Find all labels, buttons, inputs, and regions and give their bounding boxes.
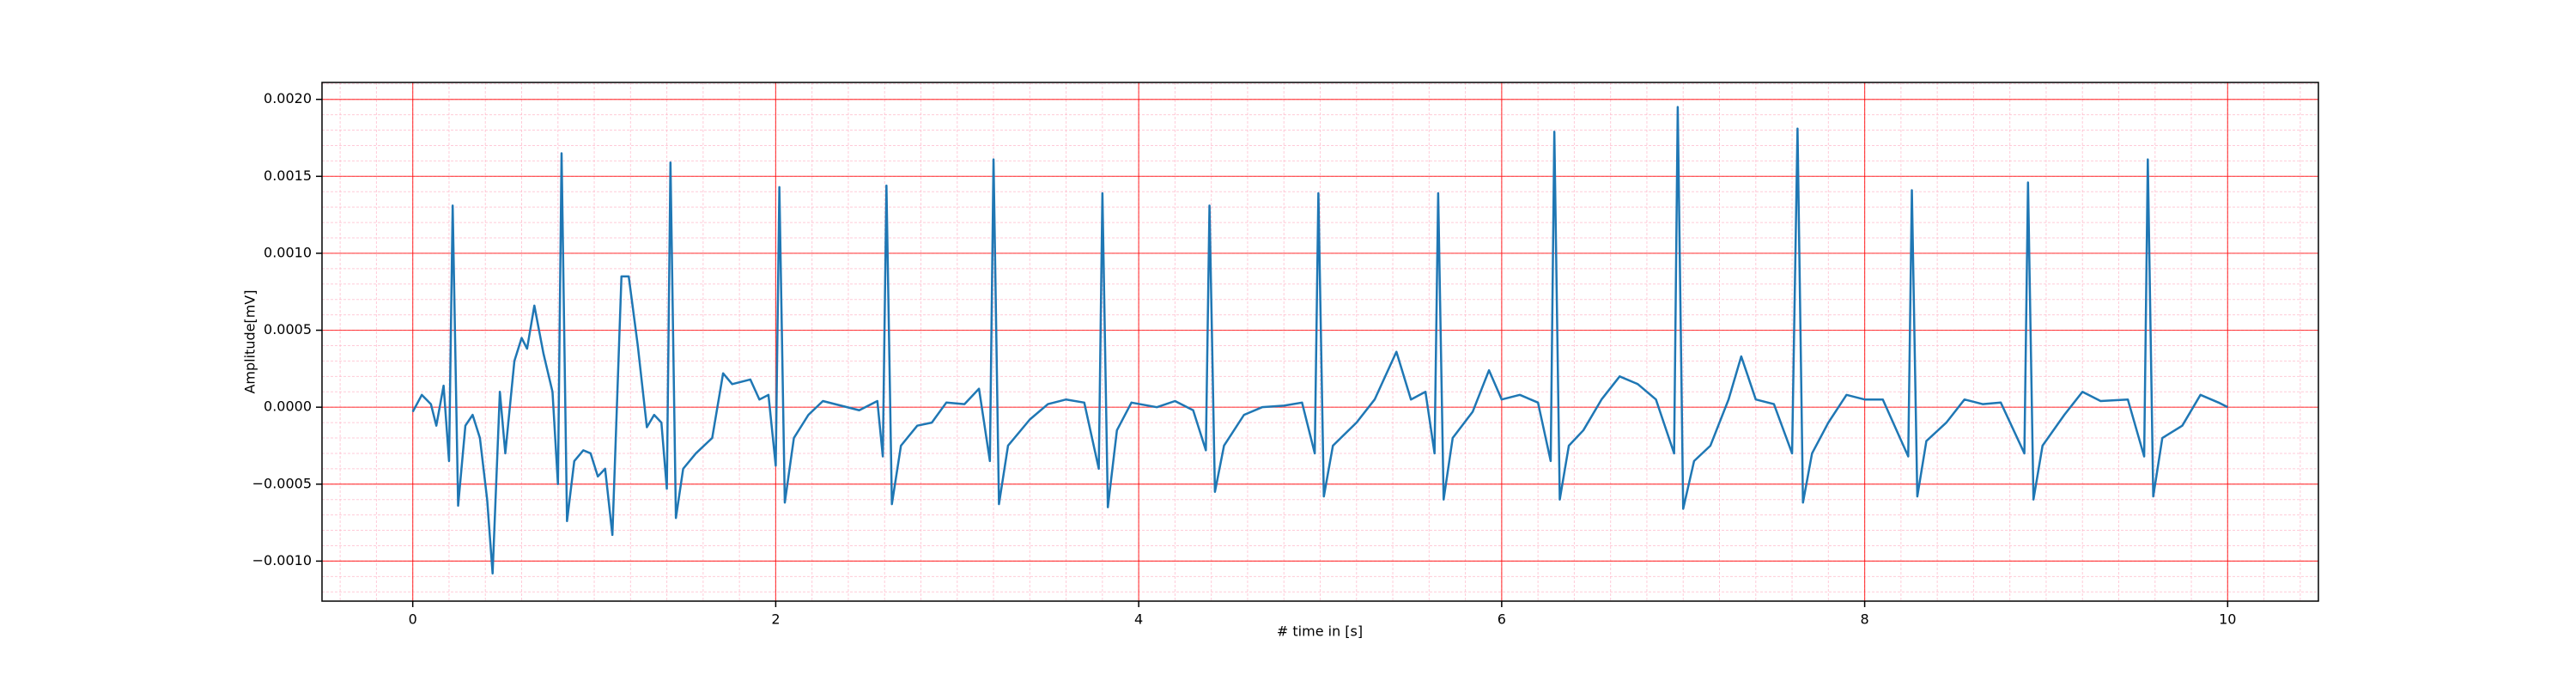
x-tick-label: 4 — [1134, 611, 1143, 628]
y-tick-label: 0.0020 — [264, 90, 312, 106]
x-tick-label: 10 — [2219, 611, 2236, 628]
y-tick-label: 0.0000 — [264, 398, 312, 415]
y-tick-label: −0.0005 — [252, 475, 312, 491]
x-tick-label: 6 — [1498, 611, 1506, 628]
x-tick-label: 0 — [409, 611, 417, 628]
x-axis-label: # time in [s] — [1277, 623, 1363, 640]
y-tick-label: −0.0010 — [252, 552, 312, 568]
y-tick-label: 0.0010 — [264, 244, 312, 260]
series-line — [411, 106, 2228, 575]
plot-frame — [321, 82, 2319, 602]
x-tick-label: 8 — [1860, 611, 1868, 628]
y-axis-label: Amplitude[mV] — [242, 289, 258, 393]
x-tick-label: 2 — [771, 611, 780, 628]
y-tick-label: 0.0015 — [264, 167, 312, 184]
y-tick-label: 0.0005 — [264, 321, 312, 337]
